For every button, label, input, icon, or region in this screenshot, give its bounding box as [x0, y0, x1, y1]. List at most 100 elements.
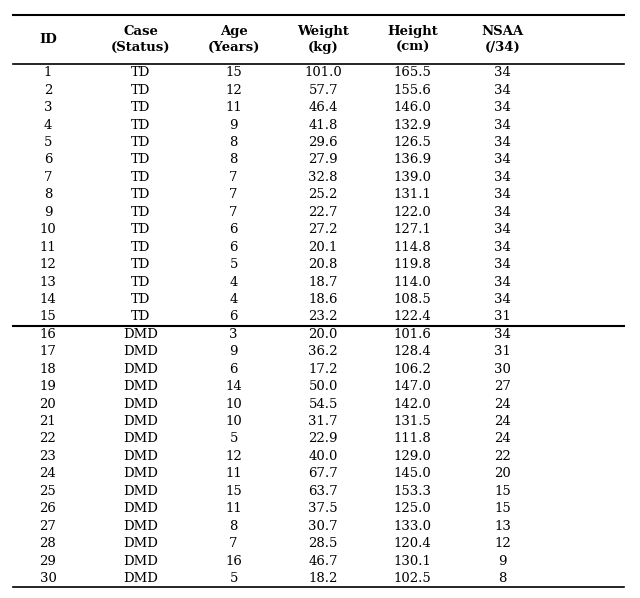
Text: 25: 25 — [40, 485, 56, 498]
Text: 27.9: 27.9 — [308, 154, 338, 166]
Text: TD: TD — [131, 223, 150, 236]
Text: 20.0: 20.0 — [308, 328, 338, 341]
Text: 20: 20 — [494, 468, 511, 480]
Text: 30: 30 — [494, 363, 511, 376]
Text: 1: 1 — [44, 66, 52, 79]
Text: 5: 5 — [44, 136, 52, 149]
Text: DMD: DMD — [124, 520, 158, 533]
Text: 15: 15 — [40, 310, 56, 324]
Text: 16: 16 — [40, 328, 56, 341]
Text: 7: 7 — [229, 188, 238, 202]
Text: DMD: DMD — [124, 537, 158, 550]
Text: DMD: DMD — [124, 398, 158, 411]
Text: TD: TD — [131, 136, 150, 149]
Text: Height
(cm): Height (cm) — [387, 25, 438, 54]
Text: DMD: DMD — [124, 502, 158, 515]
Text: 12: 12 — [225, 84, 242, 97]
Text: 12: 12 — [494, 537, 511, 550]
Text: 106.2: 106.2 — [394, 363, 432, 376]
Text: 155.6: 155.6 — [394, 84, 432, 97]
Text: DMD: DMD — [124, 572, 158, 585]
Text: 7: 7 — [229, 537, 238, 550]
Text: 46.7: 46.7 — [308, 554, 338, 568]
Text: 34: 34 — [494, 293, 511, 306]
Text: TD: TD — [131, 240, 150, 254]
Text: 13: 13 — [40, 276, 56, 288]
Text: DMD: DMD — [124, 328, 158, 341]
Text: 129.0: 129.0 — [394, 450, 432, 463]
Text: 128.4: 128.4 — [394, 345, 431, 358]
Text: 24: 24 — [494, 398, 511, 411]
Text: DMD: DMD — [124, 450, 158, 463]
Text: 12: 12 — [40, 258, 56, 271]
Text: 18.2: 18.2 — [308, 572, 338, 585]
Text: 8: 8 — [44, 188, 52, 202]
Text: 11: 11 — [225, 101, 242, 114]
Text: 131.5: 131.5 — [394, 415, 432, 428]
Text: 114.8: 114.8 — [394, 240, 431, 254]
Text: 34: 34 — [494, 188, 511, 202]
Text: 12: 12 — [225, 450, 242, 463]
Text: 6: 6 — [229, 310, 238, 324]
Text: 125.0: 125.0 — [394, 502, 431, 515]
Text: 27: 27 — [494, 380, 511, 393]
Text: 165.5: 165.5 — [394, 66, 432, 79]
Text: NSAA
(/34): NSAA (/34) — [481, 25, 524, 54]
Text: 133.0: 133.0 — [394, 520, 432, 533]
Text: 4: 4 — [44, 118, 52, 132]
Text: 34: 34 — [494, 171, 511, 184]
Text: 32.8: 32.8 — [308, 171, 338, 184]
Text: 139.0: 139.0 — [394, 171, 432, 184]
Text: 18.6: 18.6 — [308, 293, 338, 306]
Text: TD: TD — [131, 293, 150, 306]
Text: 3: 3 — [44, 101, 52, 114]
Text: 142.0: 142.0 — [394, 398, 431, 411]
Text: 50.0: 50.0 — [308, 380, 338, 393]
Text: 24: 24 — [494, 432, 511, 446]
Text: 6: 6 — [229, 240, 238, 254]
Text: DMD: DMD — [124, 415, 158, 428]
Text: 34: 34 — [494, 101, 511, 114]
Text: 8: 8 — [229, 154, 238, 166]
Text: 67.7: 67.7 — [308, 468, 338, 480]
Text: 9: 9 — [44, 206, 52, 219]
Text: 46.4: 46.4 — [308, 101, 338, 114]
Text: 27.2: 27.2 — [308, 223, 338, 236]
Text: 34: 34 — [494, 118, 511, 132]
Text: TD: TD — [131, 66, 150, 79]
Text: 102.5: 102.5 — [394, 572, 431, 585]
Text: 22: 22 — [494, 450, 511, 463]
Text: 34: 34 — [494, 240, 511, 254]
Text: 57.7: 57.7 — [308, 84, 338, 97]
Text: 7: 7 — [229, 206, 238, 219]
Text: 34: 34 — [494, 206, 511, 219]
Text: 27: 27 — [40, 520, 56, 533]
Text: 22: 22 — [40, 432, 56, 446]
Text: TD: TD — [131, 154, 150, 166]
Text: 8: 8 — [229, 520, 238, 533]
Text: 14: 14 — [40, 293, 56, 306]
Text: 20.1: 20.1 — [308, 240, 338, 254]
Text: 11: 11 — [225, 502, 242, 515]
Text: 127.1: 127.1 — [394, 223, 432, 236]
Text: 37.5: 37.5 — [308, 502, 338, 515]
Text: TD: TD — [131, 171, 150, 184]
Text: 22.7: 22.7 — [308, 206, 338, 219]
Text: 25.2: 25.2 — [308, 188, 338, 202]
Text: 40.0: 40.0 — [308, 450, 338, 463]
Text: DMD: DMD — [124, 432, 158, 446]
Text: 63.7: 63.7 — [308, 485, 338, 498]
Text: 119.8: 119.8 — [394, 258, 432, 271]
Text: 5: 5 — [229, 572, 238, 585]
Text: 31.7: 31.7 — [308, 415, 338, 428]
Text: 28.5: 28.5 — [308, 537, 338, 550]
Text: 29.6: 29.6 — [308, 136, 338, 149]
Text: 8: 8 — [498, 572, 507, 585]
Text: 146.0: 146.0 — [394, 101, 432, 114]
Text: TD: TD — [131, 276, 150, 288]
Text: 11: 11 — [40, 240, 56, 254]
Text: 34: 34 — [494, 66, 511, 79]
Text: 101.6: 101.6 — [394, 328, 432, 341]
Text: 34: 34 — [494, 276, 511, 288]
Text: 5: 5 — [229, 432, 238, 446]
